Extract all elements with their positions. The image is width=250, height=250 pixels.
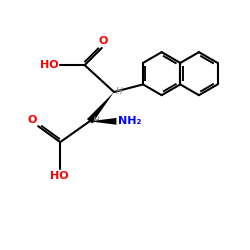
Text: O: O: [27, 114, 36, 124]
Text: H: H: [92, 116, 99, 124]
Text: HO: HO: [40, 60, 59, 70]
Text: HO: HO: [50, 172, 68, 181]
Polygon shape: [90, 118, 117, 125]
Text: O: O: [98, 36, 108, 46]
Polygon shape: [87, 92, 114, 124]
Text: H: H: [116, 87, 123, 96]
Text: NH₂: NH₂: [118, 116, 142, 126]
